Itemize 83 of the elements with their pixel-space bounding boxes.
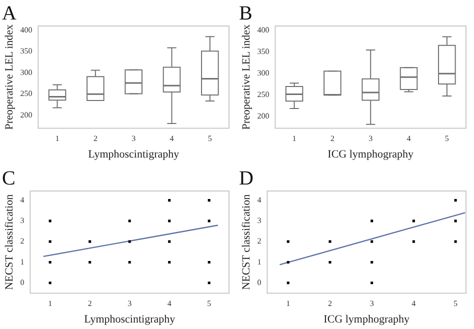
point <box>128 260 131 264</box>
y-axis-title: NECST classification <box>3 194 16 290</box>
point <box>48 220 52 222</box>
x-tick-label: 1 <box>292 134 296 144</box>
point <box>370 240 374 243</box>
x-tick-label: 2 <box>88 299 92 308</box>
y-tick-label: 400 <box>20 25 32 34</box>
x-tick-label: 1 <box>286 299 290 308</box>
y-tick-label: 250 <box>257 90 270 99</box>
point <box>88 260 92 264</box>
y-tick-label: 3 <box>257 216 262 226</box>
point <box>286 260 290 264</box>
x-tick-label: 5 <box>208 134 212 144</box>
point <box>208 220 210 222</box>
point <box>454 199 457 202</box>
x-tick-label: 2 <box>93 134 98 144</box>
y-tick-label: 2 <box>257 236 262 246</box>
point <box>168 199 171 202</box>
y-tick-label: 4 <box>20 195 24 204</box>
point <box>208 282 210 284</box>
point <box>286 282 290 284</box>
point <box>412 220 415 222</box>
x-tick-label: 4 <box>412 299 416 308</box>
y-axis-title: NECST classification <box>240 194 252 290</box>
chart-title: C <box>2 167 16 190</box>
y-tick-label: 1 <box>257 257 262 266</box>
point <box>454 240 457 243</box>
y-tick-label: 350 <box>257 46 270 56</box>
y-tick-label: 2 <box>20 236 24 246</box>
x-tick-label: 3 <box>132 134 136 144</box>
x-tick-label: 3 <box>368 134 373 144</box>
x-tick-label: 4 <box>406 134 411 144</box>
y-tick-label: 300 <box>257 68 270 78</box>
point <box>328 260 332 264</box>
y-tick-label: 300 <box>20 68 32 77</box>
y-tick-label: 3 <box>20 216 24 226</box>
point <box>454 220 457 222</box>
point <box>168 240 171 243</box>
x-tick-label: 2 <box>330 134 334 144</box>
point <box>370 260 374 264</box>
x-tick-label: 2 <box>328 299 332 308</box>
x-tick-label: 4 <box>167 299 172 308</box>
x-tick-label: 5 <box>207 299 212 308</box>
point <box>48 282 52 284</box>
x-tick-label: 5 <box>454 299 458 308</box>
x-tick-label: 1 <box>48 299 52 308</box>
y-tick-label: 200 <box>20 110 32 120</box>
x-axis-title: Lymphoscintigraphy <box>88 148 180 160</box>
point <box>286 240 290 243</box>
y-tick-label: 350 <box>20 46 32 56</box>
point <box>88 240 92 243</box>
point <box>128 240 131 243</box>
x-tick-label: 3 <box>128 299 132 308</box>
y-axis-title: Preoperative LEL index <box>3 24 16 130</box>
y-tick-label: 0 <box>257 278 262 287</box>
point <box>48 260 52 264</box>
y-tick-label: 400 <box>257 25 270 34</box>
y-axis-title: Preoperative LEL index <box>240 24 252 130</box>
point <box>168 220 171 222</box>
chart-title: D <box>239 167 254 190</box>
chart-title: A <box>2 2 17 24</box>
y-tick-label: 4 <box>257 195 262 204</box>
point <box>208 199 210 202</box>
y-tick-label: 200 <box>257 111 270 120</box>
point <box>328 240 332 243</box>
x-axis-title: ICG lymphography <box>328 148 414 160</box>
x-tick-label: 3 <box>370 299 374 308</box>
y-tick-label: 1 <box>20 257 24 266</box>
x-axis-title: Lymphoscintigraphy <box>84 313 176 326</box>
x-tick-label: 5 <box>444 134 449 144</box>
x-tick-label: 1 <box>55 134 60 144</box>
point <box>208 260 210 264</box>
point <box>48 240 52 243</box>
x-axis-title: ICG lymphography <box>324 313 410 326</box>
point <box>128 220 131 222</box>
y-tick-label: 250 <box>20 89 32 98</box>
x-tick-label: 4 <box>170 134 174 144</box>
y-tick-label: 0 <box>20 278 24 287</box>
point <box>370 220 374 222</box>
chart-title: B <box>239 2 252 24</box>
point <box>370 282 374 284</box>
point <box>412 240 415 243</box>
point <box>168 260 171 264</box>
